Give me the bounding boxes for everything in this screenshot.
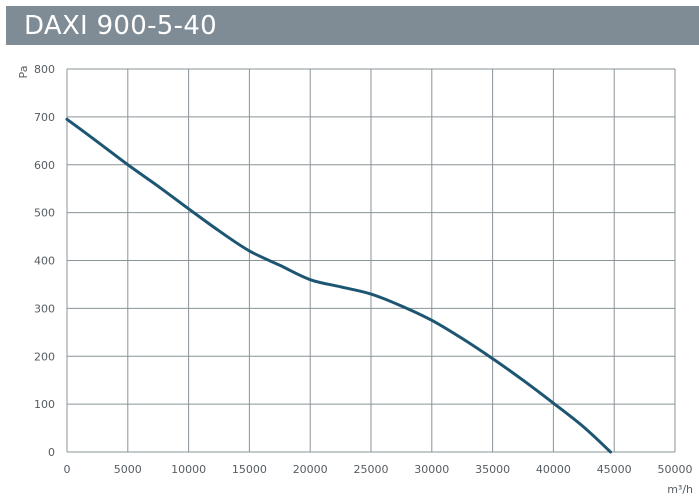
y-tick-label: 200 xyxy=(34,350,55,363)
x-tick-label: 35000 xyxy=(475,463,510,476)
x-tick-label: 20000 xyxy=(293,463,328,476)
y-tick-label: 300 xyxy=(34,302,55,315)
y-tick-label: 0 xyxy=(48,446,55,459)
x-tick-label: 25000 xyxy=(354,463,389,476)
x-tick-label: 10000 xyxy=(171,463,206,476)
series xyxy=(65,117,613,454)
y-axis-label: Pa xyxy=(17,66,30,79)
chart-title: DAXI 900-5-40 xyxy=(24,11,218,41)
grid xyxy=(66,68,676,453)
y-tick-label: 600 xyxy=(34,159,55,172)
y-tick-label: 800 xyxy=(34,63,55,76)
x-axis-label: m³/h xyxy=(667,483,693,496)
x-tick-label: 30000 xyxy=(414,463,449,476)
y-tick-label: 500 xyxy=(34,207,55,220)
y-tick-label: 100 xyxy=(34,398,55,411)
title-bar: DAXI 900-5-40 xyxy=(6,6,699,45)
x-tick-label: 50000 xyxy=(658,463,693,476)
y-tick-label: 700 xyxy=(34,111,55,124)
x-tick-label: 45000 xyxy=(597,463,632,476)
y-tick-label: 400 xyxy=(34,255,55,268)
x-tick-label: 0 xyxy=(64,463,71,476)
x-tick-label: 40000 xyxy=(536,463,571,476)
tick-labels: 0 5000 10000 15000 20000 25000 30000 35000 40000… xyxy=(34,63,693,476)
series-line xyxy=(65,117,613,454)
x-tick-label: 5000 xyxy=(114,463,142,476)
x-tick-label: 15000 xyxy=(232,463,267,476)
